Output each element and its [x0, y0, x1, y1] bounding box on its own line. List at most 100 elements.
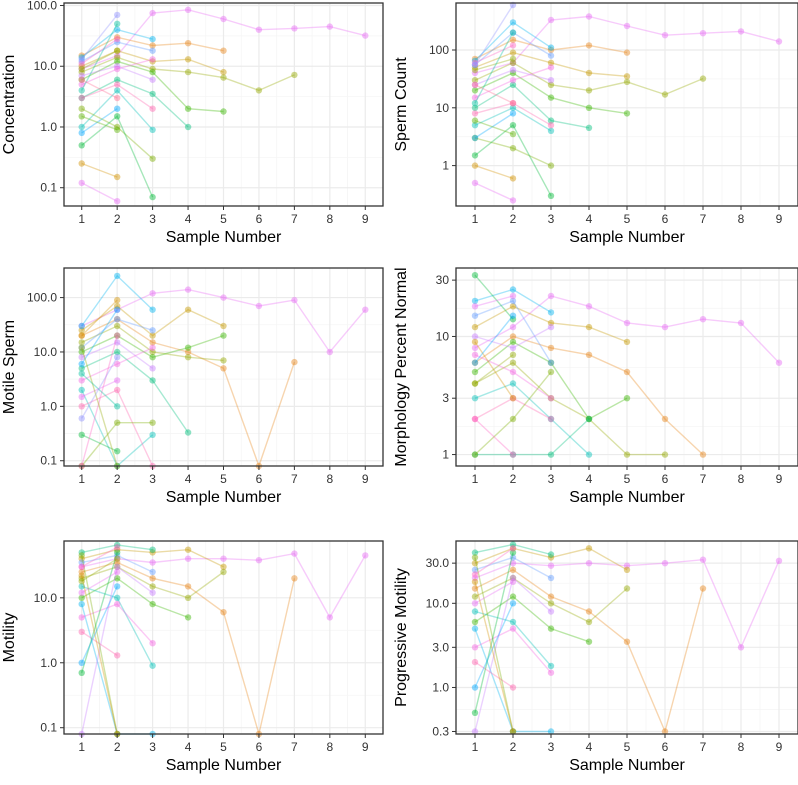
series-line [474, 326, 552, 349]
data-point [114, 559, 121, 566]
data-point [149, 332, 156, 339]
data-point [114, 58, 121, 65]
y-tick-label: 10.0 [34, 59, 58, 73]
data-point [509, 69, 517, 77]
x-tick-label: 8 [326, 212, 333, 226]
x-tick-label: 1 [472, 472, 479, 486]
data-point [114, 583, 121, 590]
x-tick-label: 5 [624, 740, 631, 754]
data-point [149, 35, 156, 43]
data-point [471, 574, 479, 582]
y-axis-title: Concentration [1, 55, 18, 155]
data-point [737, 319, 745, 327]
x-tick-label: 9 [362, 472, 369, 486]
series-line [474, 576, 552, 732]
x-tick-label: 3 [149, 472, 156, 486]
data-point [471, 323, 479, 331]
data-point [699, 556, 707, 563]
data-point [509, 344, 517, 352]
data-point [149, 583, 156, 590]
series-line [81, 586, 118, 664]
data-point [149, 290, 156, 297]
series-line [474, 556, 552, 579]
data-point [114, 541, 121, 549]
data-point [114, 38, 121, 46]
data-point [471, 728, 479, 735]
data-point [149, 348, 156, 356]
data-point [149, 640, 156, 647]
data-point [547, 415, 555, 423]
y-tick-label: 10 [436, 101, 450, 115]
data-point [471, 333, 479, 340]
data-point [661, 451, 669, 458]
data-point [471, 593, 479, 600]
data-point [149, 344, 156, 351]
data-point [114, 316, 121, 323]
data-point [699, 316, 707, 323]
data-point [114, 360, 121, 368]
data-point [114, 126, 121, 133]
y-tick-label: 1.0 [40, 399, 57, 413]
series-line [81, 108, 154, 160]
data-point [78, 583, 85, 590]
series-line [81, 373, 118, 407]
data-point [509, 145, 517, 152]
series-line [474, 300, 552, 364]
data-point [114, 348, 121, 356]
data-point [78, 348, 85, 356]
data-point [585, 124, 593, 131]
data-point [291, 575, 298, 582]
data-point [78, 360, 85, 368]
data-point [114, 403, 121, 410]
series-line [474, 31, 552, 66]
series-line [81, 89, 154, 131]
data-point [623, 319, 631, 327]
data-point [114, 563, 121, 570]
data-point [471, 81, 479, 89]
data-point [509, 312, 517, 319]
series-line [81, 544, 153, 554]
data-point [585, 351, 593, 358]
data-point [78, 669, 85, 676]
data-point [78, 56, 85, 63]
data-point [78, 600, 85, 608]
data-point [585, 323, 593, 331]
series-line [474, 661, 514, 689]
data-point [547, 319, 555, 327]
data-point [149, 306, 156, 313]
series-line [474, 335, 704, 456]
data-point [509, 175, 517, 182]
data-point [78, 76, 85, 83]
data-point [220, 563, 227, 570]
data-point [184, 105, 192, 112]
data-point [326, 23, 333, 30]
data-point [114, 306, 121, 313]
data-point [585, 545, 593, 552]
x-tick-label: 3 [149, 212, 156, 226]
data-point [471, 77, 479, 84]
y-tick-label: 100.0 [27, 0, 57, 13]
data-point [78, 415, 85, 422]
series-line [81, 422, 153, 467]
data-point [78, 563, 85, 570]
data-point [623, 338, 631, 346]
data-point [78, 332, 85, 339]
data-point [114, 87, 121, 94]
data-point [509, 395, 517, 402]
data-point [547, 292, 555, 300]
data-point [114, 377, 121, 384]
data-point [547, 669, 555, 676]
y-tick-label: 1.0 [40, 120, 57, 134]
data-point [114, 65, 121, 73]
data-point [623, 49, 631, 56]
data-point [78, 339, 85, 346]
data-point [114, 47, 121, 54]
x-axis-title: Sample Number [166, 229, 282, 246]
data-point [114, 552, 121, 559]
data-point [471, 380, 479, 387]
data-point [114, 546, 121, 553]
data-point [114, 563, 121, 570]
data-point [184, 40, 192, 47]
data-point [149, 90, 156, 98]
data-point [114, 34, 121, 41]
